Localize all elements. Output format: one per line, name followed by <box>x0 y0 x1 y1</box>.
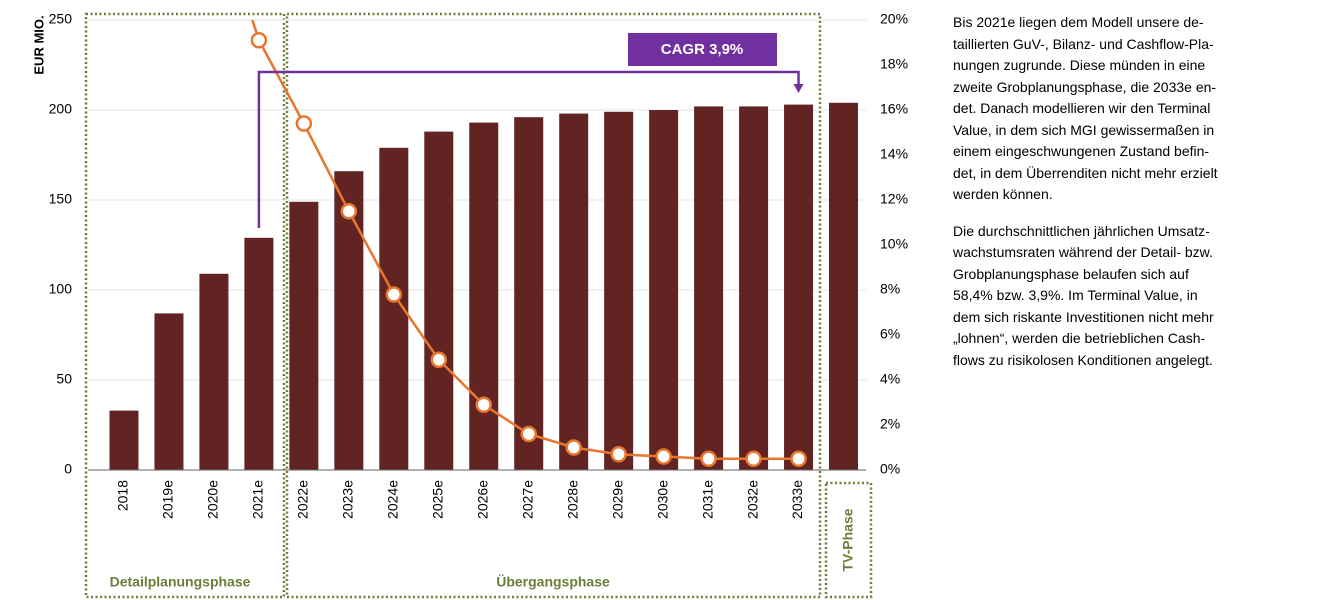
bar <box>424 131 454 470</box>
line-marker <box>340 203 358 220</box>
x-tick-label: 2030e <box>654 480 670 519</box>
bar <box>649 110 679 470</box>
y-tick-label: 150 <box>49 191 73 207</box>
text-line: „lohnen“, werden die betrieblichen Cash- <box>953 330 1206 346</box>
phase-label: TV-Phase <box>840 508 856 571</box>
x-tick-label: 2033e <box>789 480 805 519</box>
x-tick-label: 2019e <box>160 480 176 519</box>
side-text: Bis 2021e liegen dem Modell unsere de-ta… <box>953 12 1313 386</box>
line-marker <box>790 450 807 467</box>
x-tick-label: 2018 <box>115 480 131 511</box>
bar <box>334 171 364 470</box>
y-tick-label: 50 <box>56 371 72 387</box>
y2-tick-label: 4% <box>880 371 900 387</box>
text-line: werden können. <box>953 186 1053 202</box>
text-line: zweite Grobplanungsphase, die 2033e en- <box>953 78 1217 95</box>
line-marker <box>385 286 403 303</box>
phase-box <box>84 12 286 599</box>
bar <box>604 111 634 471</box>
bar <box>694 106 724 471</box>
bar <box>739 106 769 471</box>
text-line: wachstumsraten während der Detail- bzw. <box>953 244 1213 260</box>
y2-tick-label: 10% <box>880 236 908 252</box>
text-line: nungen zugrunde. Diese münden in eine <box>953 57 1206 73</box>
phase-label: Übergangsphase <box>496 574 610 590</box>
text-line: dem sich riskante Investitionen nicht me… <box>953 308 1214 325</box>
text-line: Value, in dem sich MGI gewissermaßen in <box>953 121 1215 138</box>
y2-tick-label: 8% <box>880 281 900 297</box>
y2-tick-label: 2% <box>880 416 900 432</box>
x-tick-label: 2032e <box>744 480 760 519</box>
line-marker <box>745 450 762 467</box>
y-tick-label: 250 <box>49 11 73 27</box>
x-tick-label: 2025e <box>429 480 445 519</box>
bar <box>154 313 184 470</box>
x-tick-label: 2021e <box>250 480 266 519</box>
text-line: det. Danach modellieren wir den Terminal <box>953 100 1211 116</box>
bar <box>559 113 589 470</box>
bar <box>109 410 139 470</box>
line-marker <box>250 32 268 49</box>
line-marker <box>475 396 492 413</box>
x-tick-label: 2028e <box>564 480 580 519</box>
text-line: einem eingeschwungenen Zustand befin- <box>953 143 1210 159</box>
bar <box>199 273 229 470</box>
bar <box>829 102 859 471</box>
chart: EUR MIO. Detailplanungsphase Übergangspha… <box>31 11 908 599</box>
y-tick-label: 0 <box>64 461 72 477</box>
text-line: Grobplanungsphase belaufen sich auf <box>953 265 1189 282</box>
x-tick-label: 2031e <box>699 480 715 519</box>
line-marker <box>430 351 448 368</box>
y2-tick-label: 14% <box>880 146 908 162</box>
bar <box>244 237 274 470</box>
y-axis-label: EUR MIO. <box>31 15 46 74</box>
bar <box>784 104 814 470</box>
x-tick-label: 2022e <box>295 480 311 519</box>
line-marker <box>520 425 537 443</box>
cagr-label: CAGR 3,9% <box>661 41 744 58</box>
phase-box <box>824 481 873 599</box>
bar <box>289 201 319 471</box>
x-tick-label: 2029e <box>609 480 625 519</box>
phase-box <box>285 12 822 599</box>
phase-label: Detailplanungsphase <box>110 574 251 590</box>
cagr-arrow <box>793 84 804 93</box>
bar <box>469 122 499 470</box>
text-line: 58,4% bzw. 3,9%. Im Terminal Value, in <box>953 287 1198 303</box>
y-tick-label: 200 <box>49 101 73 117</box>
x-tick-label: 2027e <box>519 480 535 519</box>
line-marker <box>700 450 717 467</box>
y2-tick-label: 0% <box>880 461 900 477</box>
y2-tick-label: 18% <box>880 56 908 72</box>
text-line: flows zu risikolosen Konditionen angeleg… <box>953 351 1213 368</box>
cagr-box <box>628 33 777 66</box>
x-tick-label: 2023e <box>340 480 356 519</box>
y2-tick-label: 16% <box>880 101 908 117</box>
x-tick-label: 2024e <box>385 480 401 519</box>
y2-tick-label: 12% <box>880 191 908 207</box>
line-marker <box>295 115 313 132</box>
line-marker <box>610 446 627 463</box>
bar <box>514 117 544 470</box>
text-line: taillierten GuV-, Bilanz- und Cashflow-P… <box>953 35 1214 52</box>
x-tick-label: 2026e <box>474 480 490 519</box>
paragraph: Bis 2021e liegen dem Modell unsere de-ta… <box>953 12 1313 206</box>
paragraph: Die durchschnittlichen jährlichen Umsatz… <box>953 221 1313 372</box>
y2-tick-label: 20% <box>880 11 908 27</box>
cagr-bracket <box>257 70 800 228</box>
line-marker <box>565 439 582 456</box>
line-marker <box>655 448 672 465</box>
text-line: Bis 2021e liegen dem Modell unsere de- <box>953 14 1204 30</box>
y2-tick-label: 6% <box>880 326 900 342</box>
text-line: det, in dem Überrenditen nicht mehr erzi… <box>953 164 1218 181</box>
text-line: Die durchschnittlichen jährlichen Umsatz… <box>953 222 1210 239</box>
x-tick-label: 2020e <box>205 480 221 519</box>
y-tick-label: 100 <box>49 281 73 297</box>
